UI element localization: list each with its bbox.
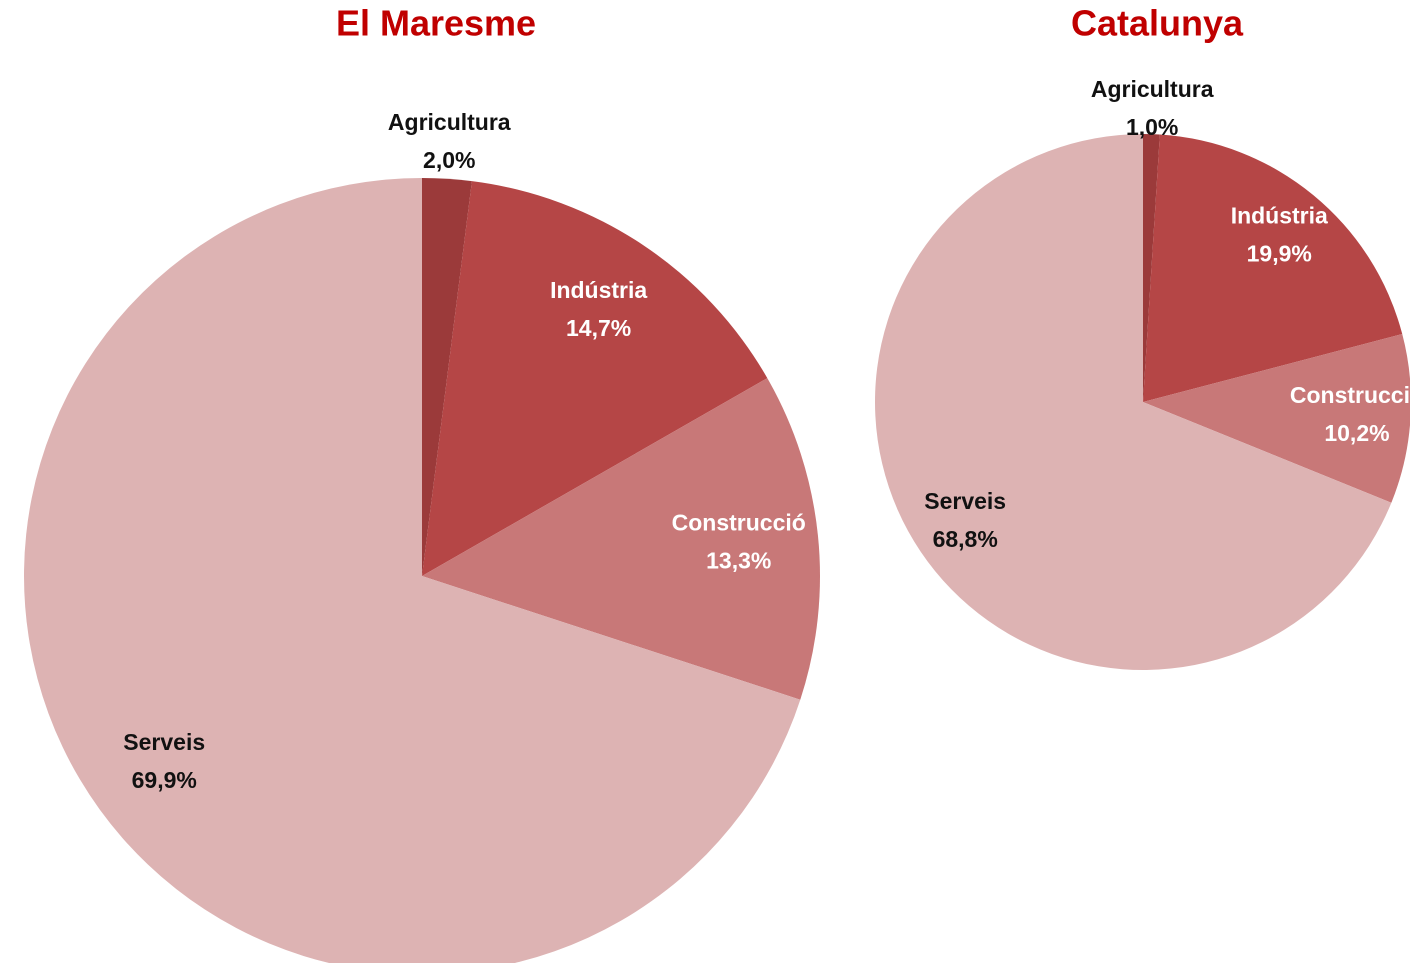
chart-title: El Maresme: [336, 3, 536, 44]
slice-label: Indústria: [550, 277, 647, 303]
slice-label: Agricultura: [388, 109, 511, 135]
slice-value-label: 68,8%: [933, 526, 998, 552]
pie-slice: [1143, 134, 1160, 402]
pie-slice: [422, 378, 820, 700]
slice-value-label: 69,9%: [132, 767, 197, 793]
pie-slice: [1143, 134, 1403, 402]
pie-slice: [422, 181, 768, 576]
slice-label: Construcció: [1290, 382, 1410, 408]
pie-slice: [874, 134, 1392, 670]
slice-value-label: 19,9%: [1247, 241, 1312, 267]
chart-title: Catalunya: [1071, 3, 1244, 44]
slice-value-label: 10,2%: [1324, 420, 1389, 446]
slice-label: Agricultura: [1091, 76, 1214, 102]
slice-label: Construcció: [672, 510, 806, 536]
slice-label: Serveis: [123, 729, 205, 755]
pie-slice: [422, 178, 472, 576]
slice-value-label: 2,0%: [423, 147, 475, 173]
slice-value-label: 13,3%: [706, 548, 771, 574]
slice-label: Indústria: [1231, 203, 1328, 229]
slice-value-label: 14,7%: [566, 315, 631, 341]
pie-slice: [24, 178, 801, 963]
slice-value-label: 1,0%: [1126, 114, 1178, 140]
slice-label: Serveis: [924, 488, 1006, 514]
pie-slice: [1143, 334, 1410, 503]
